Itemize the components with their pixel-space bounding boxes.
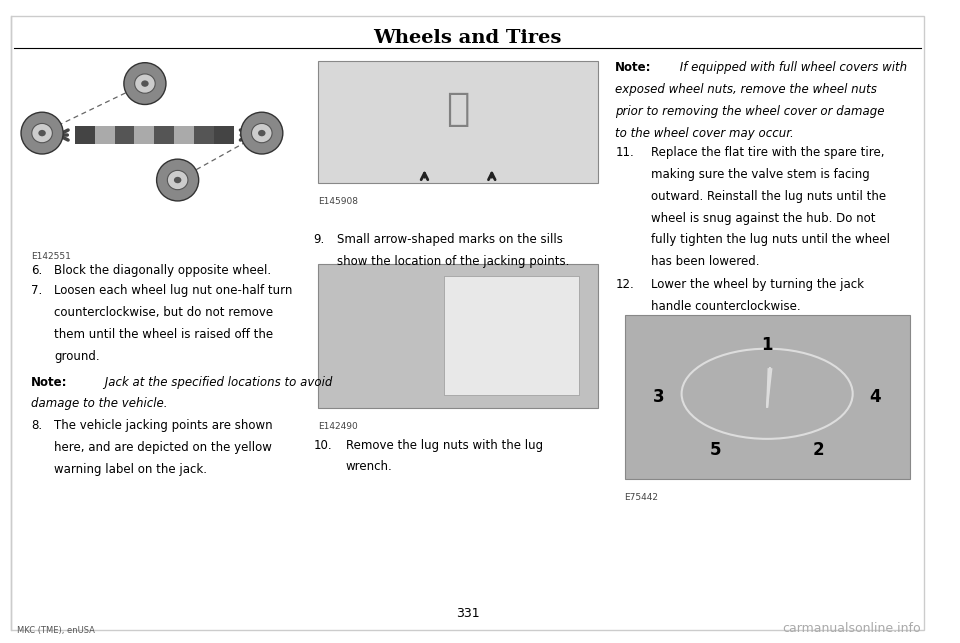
Bar bbox=[114, 126, 134, 144]
Bar bbox=[155, 126, 174, 144]
Text: to the wheel cover may occur.: to the wheel cover may occur. bbox=[615, 127, 794, 140]
Text: Jack at the specified locations to avoid: Jack at the specified locations to avoid bbox=[101, 376, 332, 389]
Ellipse shape bbox=[174, 177, 181, 183]
Ellipse shape bbox=[258, 130, 266, 136]
Text: 10.: 10. bbox=[313, 439, 332, 451]
Text: 6.: 6. bbox=[31, 264, 42, 276]
Bar bbox=[95, 126, 114, 144]
Text: E145908: E145908 bbox=[318, 197, 358, 206]
Text: Small arrow-shaped marks on the sills: Small arrow-shaped marks on the sills bbox=[337, 233, 563, 246]
Text: prior to removing the wheel cover or damage: prior to removing the wheel cover or dam… bbox=[615, 105, 885, 118]
Ellipse shape bbox=[156, 159, 199, 201]
Text: 3: 3 bbox=[653, 388, 664, 406]
Bar bbox=[194, 126, 214, 144]
Ellipse shape bbox=[141, 80, 149, 87]
FancyBboxPatch shape bbox=[318, 61, 598, 183]
Text: Remove the lug nuts with the lug: Remove the lug nuts with the lug bbox=[346, 439, 543, 451]
Text: If equipped with full wheel covers with: If equipped with full wheel covers with bbox=[676, 61, 907, 74]
Text: 8.: 8. bbox=[31, 419, 42, 432]
Text: E142490: E142490 bbox=[318, 422, 358, 431]
Ellipse shape bbox=[32, 123, 53, 143]
Text: Note:: Note: bbox=[31, 376, 67, 389]
Text: Replace the flat tire with the spare tire,: Replace the flat tire with the spare tir… bbox=[651, 146, 884, 159]
Text: show the location of the jacking points.: show the location of the jacking points. bbox=[337, 255, 569, 267]
Text: counterclockwise, but do not remove: counterclockwise, but do not remove bbox=[54, 306, 274, 319]
Bar bbox=[625, 315, 910, 479]
Text: fully tighten the lug nuts until the wheel: fully tighten the lug nuts until the whe… bbox=[651, 233, 890, 246]
Ellipse shape bbox=[167, 170, 188, 190]
Text: making sure the valve stem is facing: making sure the valve stem is facing bbox=[651, 168, 870, 181]
Text: The vehicle jacking points are shown: The vehicle jacking points are shown bbox=[54, 419, 273, 432]
Text: 5: 5 bbox=[710, 440, 722, 458]
Bar bbox=[75, 126, 95, 144]
Text: outward. Reinstall the lug nuts until the: outward. Reinstall the lug nuts until th… bbox=[651, 190, 886, 203]
Bar bbox=[214, 126, 233, 144]
Text: Note:: Note: bbox=[615, 61, 652, 74]
Ellipse shape bbox=[252, 123, 272, 143]
Text: E142551: E142551 bbox=[31, 252, 71, 261]
Text: Wheels and Tires: Wheels and Tires bbox=[373, 29, 562, 47]
Ellipse shape bbox=[124, 63, 166, 105]
Ellipse shape bbox=[38, 130, 46, 136]
Text: ground.: ground. bbox=[54, 350, 100, 363]
Text: 4: 4 bbox=[870, 388, 881, 406]
Text: 2: 2 bbox=[813, 440, 825, 458]
Text: 9.: 9. bbox=[313, 233, 324, 246]
Ellipse shape bbox=[134, 74, 156, 93]
Text: E75442: E75442 bbox=[625, 493, 659, 502]
Text: carmanualsonline.info: carmanualsonline.info bbox=[782, 622, 921, 635]
Text: 7.: 7. bbox=[31, 284, 42, 297]
Text: wrench.: wrench. bbox=[346, 460, 393, 473]
FancyBboxPatch shape bbox=[318, 264, 598, 408]
Text: 🚗: 🚗 bbox=[446, 90, 469, 129]
Ellipse shape bbox=[241, 112, 283, 154]
Text: wheel is snug against the hub. Do not: wheel is snug against the hub. Do not bbox=[651, 212, 876, 224]
Bar bbox=[134, 126, 155, 144]
Text: 331: 331 bbox=[456, 608, 479, 620]
Text: handle counterclockwise.: handle counterclockwise. bbox=[651, 300, 801, 313]
Text: Lower the wheel by turning the jack: Lower the wheel by turning the jack bbox=[651, 278, 864, 291]
Text: exposed wheel nuts, remove the wheel nuts: exposed wheel nuts, remove the wheel nut… bbox=[615, 83, 877, 96]
Text: 12.: 12. bbox=[615, 278, 634, 291]
Text: Block the diagonally opposite wheel.: Block the diagonally opposite wheel. bbox=[54, 264, 272, 276]
Text: 11.: 11. bbox=[615, 146, 634, 159]
Bar bbox=[444, 276, 579, 395]
Text: Loosen each wheel lug nut one-half turn: Loosen each wheel lug nut one-half turn bbox=[54, 284, 293, 297]
Text: 1: 1 bbox=[761, 336, 773, 354]
Ellipse shape bbox=[21, 112, 63, 154]
Text: here, and are depicted on the yellow: here, and are depicted on the yellow bbox=[54, 441, 272, 454]
Text: has been lowered.: has been lowered. bbox=[651, 255, 759, 268]
Text: warning label on the jack.: warning label on the jack. bbox=[54, 463, 207, 476]
Bar bbox=[174, 126, 194, 144]
Text: them until the wheel is raised off the: them until the wheel is raised off the bbox=[54, 328, 274, 341]
Text: MKC (TME), enUSA: MKC (TME), enUSA bbox=[17, 626, 95, 635]
Text: damage to the vehicle.: damage to the vehicle. bbox=[31, 397, 167, 410]
